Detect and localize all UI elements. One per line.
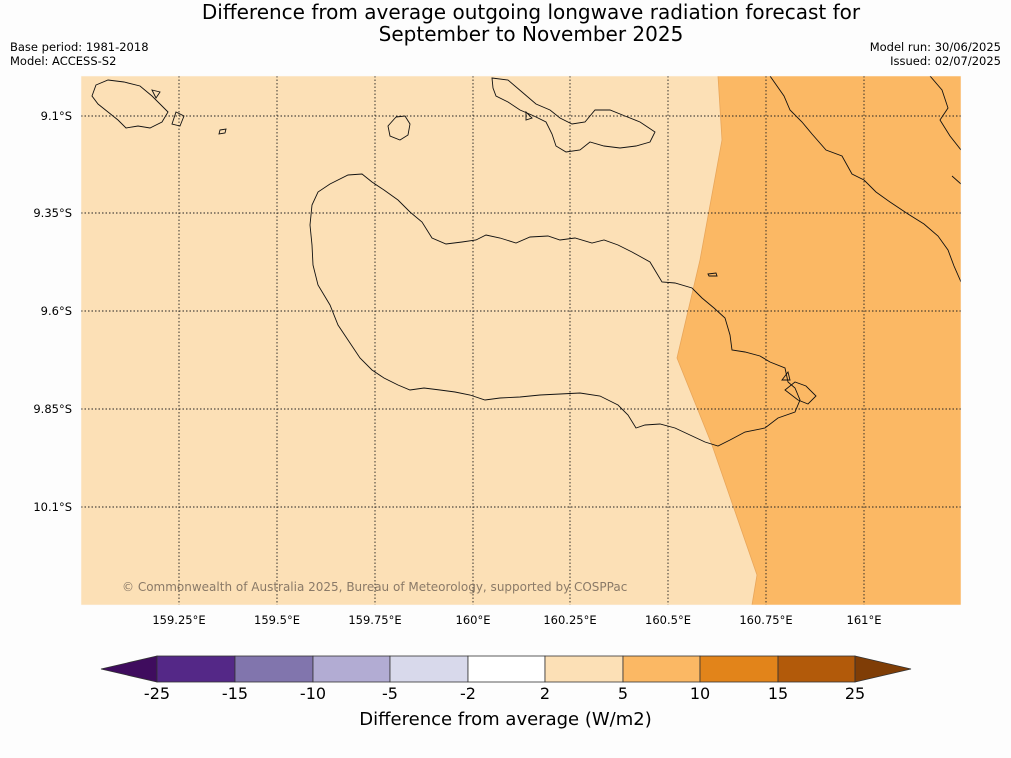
meta-right: Model run: 30/06/2025 Issued: 02/07/2025 <box>870 40 1001 68</box>
colorbar-segment <box>234 655 314 683</box>
map-frame <box>80 75 962 606</box>
colorbar-extension-low <box>100 655 158 683</box>
colorbar-segment <box>156 655 236 683</box>
colorbar-tick-label: 25 <box>844 684 866 703</box>
colorbar-segment <box>312 655 391 683</box>
colorbar-tick-label: 2 <box>539 684 551 703</box>
lon-label: 159.75°E <box>348 613 402 627</box>
title-line-2: September to November 2025 <box>378 22 684 46</box>
colorbar-label: Difference from average (W/m2) <box>359 709 652 730</box>
issued-date: Issued: 02/07/2025 <box>890 54 1001 68</box>
colorbar-segment <box>622 655 701 683</box>
colorbar-tick-label: -2 <box>460 684 476 703</box>
colorbar-tick-label: -15 <box>221 684 249 703</box>
lon-label: 161°E <box>846 613 882 627</box>
lon-label: 159.25°E <box>152 613 206 627</box>
coastline-russell-islands <box>91 79 185 129</box>
lon-label: 160°E <box>455 613 491 627</box>
coastline-guadalcanal <box>309 173 801 447</box>
model-run: Model run: 30/06/2025 <box>869 40 1001 54</box>
coastlines <box>91 76 961 447</box>
meta-left: Base period: 1981-2018 Model: ACCESS-S2 <box>10 40 149 68</box>
colorbar-segment <box>467 655 546 683</box>
colorbar-tick-label: -5 <box>382 684 398 703</box>
lon-label: 160.25°E <box>543 613 597 627</box>
lat-label: 9.35°S <box>33 206 72 220</box>
lon-label: 159.5°E <box>254 613 300 627</box>
lat-label: 9.85°S <box>33 402 72 416</box>
coastline-savo <box>387 115 411 141</box>
coastline-islet-west <box>218 128 227 135</box>
colorbar-tick-label: 5 <box>617 684 629 703</box>
anomaly-region-edge <box>676 76 758 605</box>
colorbar-segment <box>699 655 779 683</box>
colorbar-tick-label: -25 <box>143 684 171 703</box>
map-title: Difference from average outgoing longwav… <box>0 1 1011 45</box>
colorbar-tick-label: -10 <box>299 684 327 703</box>
colorbar <box>100 655 912 683</box>
model-name: Model: ACCESS-S2 <box>10 54 117 68</box>
colorbar-tick-label: 10 <box>689 684 711 703</box>
lon-label: 160.75°E <box>739 613 793 627</box>
graticule <box>81 76 961 605</box>
colorbar-segment <box>777 655 856 683</box>
lon-label: 160.5°E <box>645 613 691 627</box>
coastline-malaita <box>769 76 961 283</box>
title-line-1: Difference from average outgoing longwav… <box>201 0 861 24</box>
colorbar-tick-label: 15 <box>767 684 789 703</box>
coastline-marau-islets <box>781 370 817 405</box>
anomaly-region-5-10 <box>677 76 961 605</box>
colorbar-segment <box>544 655 624 683</box>
copyright-notice: © Commonwealth of Australia 2025, Bureau… <box>122 580 628 594</box>
coastline-small-islet <box>707 272 718 277</box>
lat-label: 9.1°S <box>40 109 72 123</box>
coastline-florida-islands <box>491 77 656 153</box>
colorbar-extension-high <box>854 655 912 683</box>
colorbar-segment <box>389 655 469 683</box>
base-period: Base period: 1981-2018 <box>10 40 149 54</box>
lat-label: 9.6°S <box>40 304 72 318</box>
lat-label: 10.1°S <box>33 500 72 514</box>
